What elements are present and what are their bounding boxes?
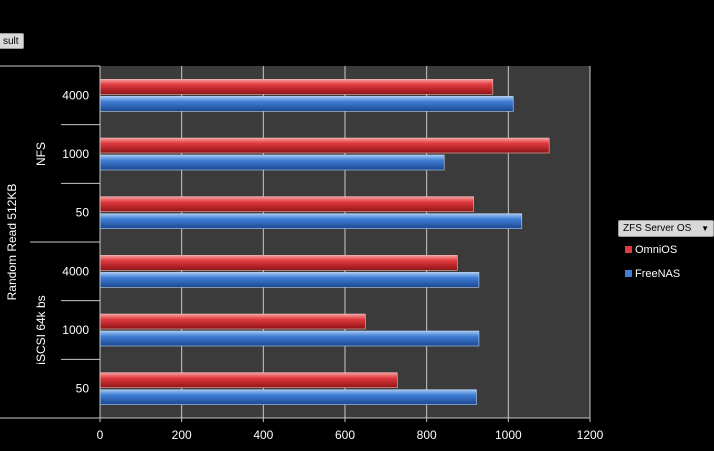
bar-freenas bbox=[99, 272, 480, 288]
bar-freenas bbox=[99, 154, 445, 171]
category-label: 1000 bbox=[62, 147, 89, 161]
category-label: 4000 bbox=[62, 88, 89, 102]
bar-omnios bbox=[99, 137, 550, 154]
bar-freenas bbox=[99, 389, 477, 405]
category-label: 50 bbox=[76, 206, 90, 220]
legend-swatch-freenas bbox=[625, 270, 632, 277]
legend-swatch-omnios bbox=[625, 246, 632, 253]
filter-button[interactable]: sult bbox=[0, 33, 24, 49]
legend-label-freenas: FreeNAS bbox=[635, 268, 681, 280]
bar-omnios bbox=[99, 255, 458, 271]
category-label: 1000 bbox=[62, 323, 89, 337]
bar-freenas bbox=[99, 330, 480, 347]
bar-omnios bbox=[99, 372, 398, 388]
x-tick-label: 1000 bbox=[495, 428, 522, 442]
category-label: 4000 bbox=[62, 264, 89, 278]
legend-item-omnios: OmniOS bbox=[625, 244, 677, 256]
x-tick-label: 1200 bbox=[577, 428, 604, 442]
x-tick-label: 200 bbox=[172, 428, 192, 442]
dropdown-arrow-icon[interactable]: ▼ bbox=[701, 224, 709, 233]
x-tick-label: 800 bbox=[417, 428, 437, 442]
x-tick-label: 0 bbox=[97, 428, 104, 442]
outer-category-label: Random Read 512KB bbox=[5, 184, 19, 301]
group-label: iSCSI 64k bs bbox=[34, 295, 48, 364]
group-label: NFS bbox=[34, 142, 48, 166]
legend-field-label: ZFS Server OS bbox=[623, 223, 692, 234]
legend-item-freenas: FreeNAS bbox=[625, 268, 680, 280]
bar-freenas bbox=[99, 96, 514, 112]
bar-omnios bbox=[99, 79, 494, 95]
x-tick-label: 400 bbox=[253, 428, 273, 442]
bar-omnios bbox=[99, 313, 366, 330]
bar-omnios bbox=[99, 196, 474, 212]
x-tick-label: 600 bbox=[335, 428, 355, 442]
legend-field-button[interactable]: ZFS Server OS ▼ bbox=[618, 220, 714, 237]
category-label: 50 bbox=[76, 382, 90, 396]
legend-label-omnios: OmniOS bbox=[635, 244, 678, 256]
bar-freenas bbox=[99, 213, 523, 229]
